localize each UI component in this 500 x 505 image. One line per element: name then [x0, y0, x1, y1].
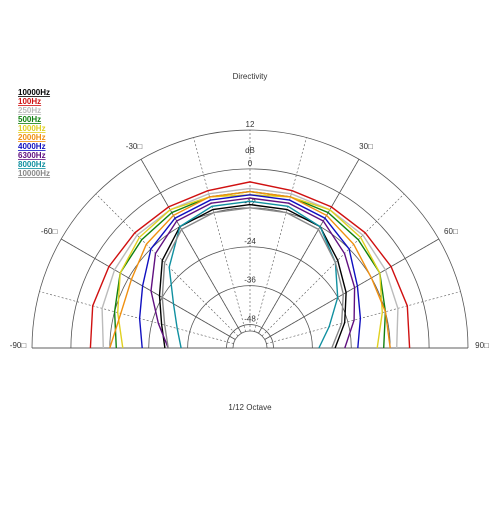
angle-tick-label: 90□ — [475, 341, 489, 350]
series-line — [168, 200, 339, 349]
spoke — [39, 291, 234, 344]
angle-tick-label: -30□ — [126, 142, 143, 151]
series-line — [138, 194, 362, 349]
legend-entry: 250Hz — [18, 106, 41, 115]
series-line — [89, 181, 411, 349]
r-tick-label: -48 — [244, 315, 256, 324]
angle-grid-line — [264, 238, 439, 340]
r-tick-label: -24 — [244, 237, 256, 246]
legend-entry: 100Hz — [18, 97, 41, 106]
spoke — [266, 291, 461, 344]
series-line — [109, 190, 391, 349]
series-line — [158, 203, 347, 349]
angle-tick-label: -90□ — [10, 341, 27, 350]
legend-entry: 10000Hz — [18, 169, 50, 178]
r-tick-label: 0 — [248, 159, 253, 168]
angle-grid-line — [61, 238, 236, 340]
grid-ring — [226, 324, 274, 349]
r-tick-label: -12 — [244, 198, 256, 207]
series-line — [161, 207, 345, 349]
angle-tick-label: 60□ — [444, 227, 458, 236]
legend-entry: 1000Hz — [18, 124, 46, 133]
angle-grid-line — [140, 159, 242, 334]
spoke — [95, 193, 239, 337]
grid-ring — [31, 129, 469, 349]
angle-grid-line — [258, 159, 360, 334]
spoke — [261, 193, 405, 337]
angle-tick-label: 30□ — [359, 142, 373, 151]
spoke — [254, 137, 307, 332]
legend-entry: 6300Hz — [18, 151, 46, 160]
legend-entry: 10000Hz — [18, 88, 50, 97]
series-line — [101, 187, 399, 349]
grid-ring — [70, 168, 430, 349]
grid-ring — [187, 285, 313, 349]
chart-title: Directivity — [233, 72, 268, 81]
legend-entry: 500Hz — [18, 115, 41, 124]
r-tick-label: -36 — [244, 276, 256, 285]
inner-arc — [232, 330, 268, 349]
x-axis-label: 1/12 Octave — [228, 403, 272, 412]
angle-tick-label: -60□ — [41, 227, 58, 236]
legend-entry: 4000Hz — [18, 142, 46, 151]
spoke — [193, 137, 246, 332]
series-line — [150, 197, 356, 349]
legend-entry: 2000Hz — [18, 133, 46, 142]
r-tick-label: 12 — [246, 120, 255, 129]
legend-entry: 8000Hz — [18, 160, 46, 169]
